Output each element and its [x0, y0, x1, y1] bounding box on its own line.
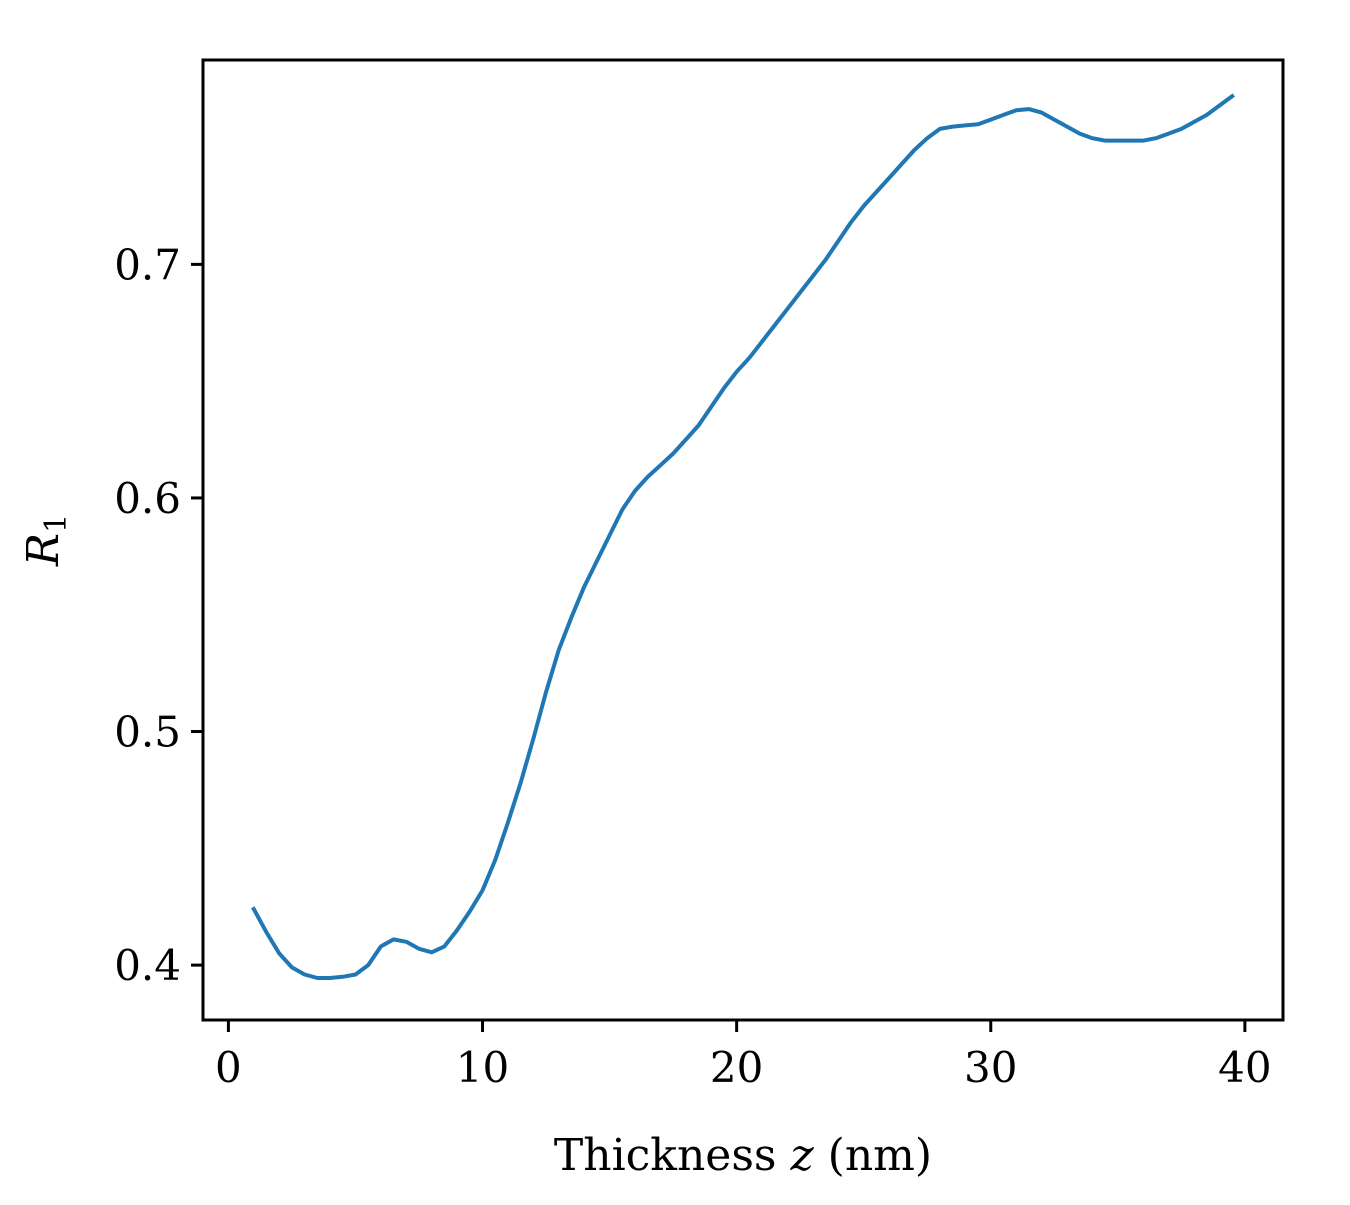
x-axis-label-prefix: Thickness: [554, 1130, 791, 1181]
x-tick-label: 10: [456, 1043, 509, 1092]
x-tick-label: 40: [1218, 1043, 1271, 1092]
y-tick-label: 0.4: [114, 941, 181, 990]
ticks-layer: 0 10 20 30 40 0.4 0.5 0.6 0.7: [114, 240, 1271, 1092]
x-axis-label: Thickness z (nm): [554, 1130, 932, 1181]
y-tick-label: 0.7: [114, 240, 181, 289]
x-axis-label-suffix: (nm): [814, 1130, 932, 1181]
y-tick-label: 0.6: [114, 474, 181, 523]
x-tick-label: 20: [710, 1043, 763, 1092]
series-layer: [251, 93, 1235, 980]
x-tick-label: 0: [215, 1043, 242, 1092]
plot-frame: [201, 58, 1285, 1022]
y-axis-label: R1: [18, 514, 74, 567]
x-tick-label: 30: [964, 1043, 1017, 1092]
y-axis-label-subscript: 1: [39, 514, 74, 533]
x-axis-label-variable: z: [790, 1130, 815, 1181]
y-tick-label: 0.5: [114, 708, 181, 757]
y-axis-label-main: R: [18, 533, 69, 567]
series-line: [251, 93, 1235, 980]
